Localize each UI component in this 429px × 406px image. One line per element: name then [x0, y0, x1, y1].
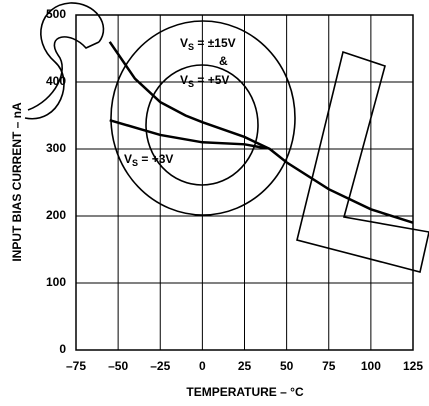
annotation-main: V: [180, 36, 188, 50]
annotation-rest: = +5V: [194, 73, 229, 87]
x-tick-label: 25: [238, 359, 252, 373]
x-tick-label: –50: [108, 359, 128, 373]
x-tick-label: –25: [150, 359, 170, 373]
annotation-main: V: [124, 152, 132, 166]
x-tick-label: –75: [66, 359, 86, 373]
x-tick-label: 75: [322, 359, 336, 373]
annotation: VS = +3V: [124, 152, 173, 168]
annotation-main: V: [180, 73, 188, 87]
y-tick-label: 0: [59, 342, 66, 356]
y-axis-title: INPUT BIAS CURRENT – nA: [10, 102, 24, 262]
y-tick-label: 500: [46, 7, 66, 21]
y-tick-label: 200: [46, 208, 66, 222]
annotation: VS = +5V: [180, 73, 229, 89]
x-tick-label: 0: [199, 359, 206, 373]
y-tick-label: 100: [46, 275, 66, 289]
x-axis-title: TEMPERATURE – °C: [186, 385, 304, 399]
annotation: &: [219, 54, 228, 68]
annotation-main: &: [219, 54, 228, 68]
y-tick-label: 300: [46, 141, 66, 155]
x-tick-label: 100: [361, 359, 381, 373]
chart: 0100200300400500–75–50–250255075100125VS…: [0, 0, 429, 406]
x-tick-label: 125: [403, 359, 423, 373]
annotation-rest: = ±15V: [194, 36, 236, 50]
x-tick-label: 50: [280, 359, 294, 373]
